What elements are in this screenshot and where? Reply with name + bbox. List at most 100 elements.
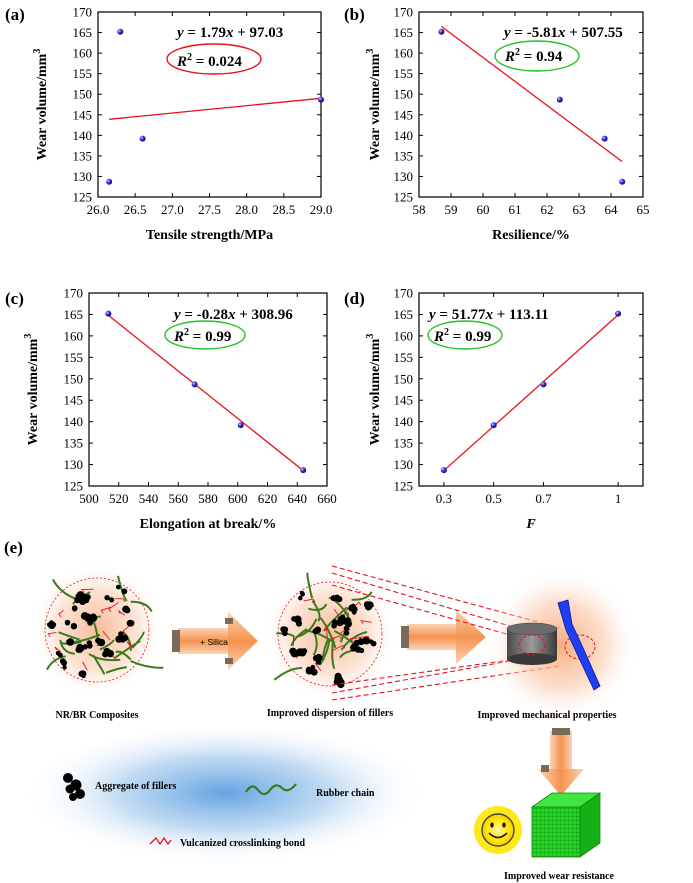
data-point (619, 178, 626, 185)
y-tick-label: 145 (64, 393, 84, 408)
panel-label: (d) (344, 289, 365, 308)
x-tick-label: 29.0 (310, 202, 333, 217)
rubber-chain (276, 632, 296, 638)
y-tick-label: 125 (394, 479, 414, 494)
y-tick-label: 155 (64, 350, 84, 365)
data-point (237, 422, 244, 429)
rubber-chain (121, 631, 132, 651)
y-axis-title: Wear volume/mm3 (365, 49, 383, 161)
data-point (300, 467, 307, 474)
x-tick-label: 65 (637, 202, 650, 217)
x-tick-label: 580 (198, 491, 218, 506)
data-point (540, 381, 547, 388)
filler-aggregate (297, 648, 304, 655)
data-point (438, 28, 445, 35)
data-point (139, 135, 146, 142)
y-tick-label: 135 (64, 436, 84, 451)
mechanical-label: Improved mechanical properties (477, 710, 616, 721)
data-point (191, 381, 198, 388)
rubber-chain (71, 633, 101, 644)
y-tick-label: 130 (394, 457, 414, 472)
filler-aggregate (118, 632, 123, 638)
schematic: (e) + Silica (4, 538, 640, 882)
data-point (105, 310, 112, 317)
y-tick-label: 150 (73, 87, 93, 102)
silica-label: + Silica (200, 637, 228, 647)
fit-line (109, 97, 322, 120)
y-tick-label: 165 (394, 307, 414, 322)
filler-aggregate (365, 603, 372, 611)
x-tick-label: 560 (169, 491, 189, 506)
x-tick-label: 1 (615, 491, 622, 506)
x-tick-label: 26.0 (87, 202, 110, 217)
filler-aggregate (89, 614, 98, 622)
filler-aggregate (47, 621, 56, 630)
filler-aggregate (57, 652, 63, 658)
y-tick-label: 140 (394, 414, 414, 429)
y-tick-label: 160 (394, 328, 414, 343)
x-tick-label: 660 (317, 491, 337, 506)
x-axis-title: Elongation at break/% (140, 517, 277, 532)
dumbbell-specimen (557, 599, 601, 691)
y-axis-title: Wear volume/mm3 (23, 334, 41, 446)
x-tick-label: 28.5 (272, 202, 295, 217)
x-tick-label: 520 (109, 491, 129, 506)
panel-label: (c) (5, 289, 24, 308)
rubber-chain (130, 600, 153, 613)
crosslink-bond (117, 610, 125, 616)
x-tick-label: 59 (445, 202, 458, 217)
panel-label: (a) (5, 5, 25, 24)
filler-aggregate (330, 595, 337, 602)
y-tick-label: 170 (64, 286, 84, 301)
y-tick-label: 130 (394, 169, 414, 184)
cube-icon (530, 792, 602, 858)
filler-aggregate (86, 640, 93, 646)
data-point (106, 178, 113, 185)
crosslink-bond (292, 635, 296, 646)
x-tick-label: 0.3 (436, 491, 452, 506)
crosslink-bond (303, 598, 316, 603)
crosslink-bond (58, 609, 64, 618)
crosslink-bond (54, 646, 61, 652)
plot-frame (418, 292, 644, 487)
y-tick-label: 150 (64, 371, 84, 386)
fit-equation: y = -0.28x + 308.96 (172, 307, 293, 323)
plot-frame (418, 11, 644, 198)
rubber-chain (52, 579, 77, 601)
x-tick-label: 61 (509, 202, 522, 217)
filler-aggregate (343, 625, 350, 632)
filler-aggregate (337, 680, 345, 689)
filler-aggregate (337, 616, 343, 622)
y-tick-label: 165 (73, 25, 93, 40)
y-tick-label: 125 (394, 190, 414, 205)
y-tick-label: 165 (394, 25, 414, 40)
filler-aggregate (314, 653, 323, 662)
fit-line (441, 25, 623, 163)
filler-aggregate (109, 597, 115, 603)
y-tick-label: 165 (64, 307, 84, 322)
filler-aggregate (97, 638, 106, 647)
filler-aggregate (128, 620, 135, 627)
x-tick-label: 26.5 (124, 202, 147, 217)
y-tick-label: 145 (394, 393, 414, 408)
y-tick-label: 135 (394, 436, 414, 451)
y-tick-label: 155 (394, 350, 414, 365)
data-point (601, 135, 608, 142)
panel-label: (b) (344, 5, 365, 24)
r2-value: R2 = 0.024 (176, 52, 242, 70)
y-tick-label: 170 (394, 5, 414, 20)
dispersion-label: Improved dispersion of fillers (267, 708, 393, 719)
rubber-chain (311, 600, 321, 622)
rubber-chain (319, 617, 337, 649)
rubber-chain (295, 618, 318, 639)
smiley-icon (474, 806, 522, 854)
filler-aggregate (336, 596, 343, 603)
filler-aggregate (61, 660, 68, 666)
x-tick-label: 27.5 (198, 202, 221, 217)
crosslink-bond-icon (149, 836, 172, 846)
crosslink-bond (114, 598, 126, 603)
crosslink-bond (122, 625, 130, 635)
filler-aggregate (80, 670, 87, 677)
crosslink-bond (126, 641, 134, 648)
